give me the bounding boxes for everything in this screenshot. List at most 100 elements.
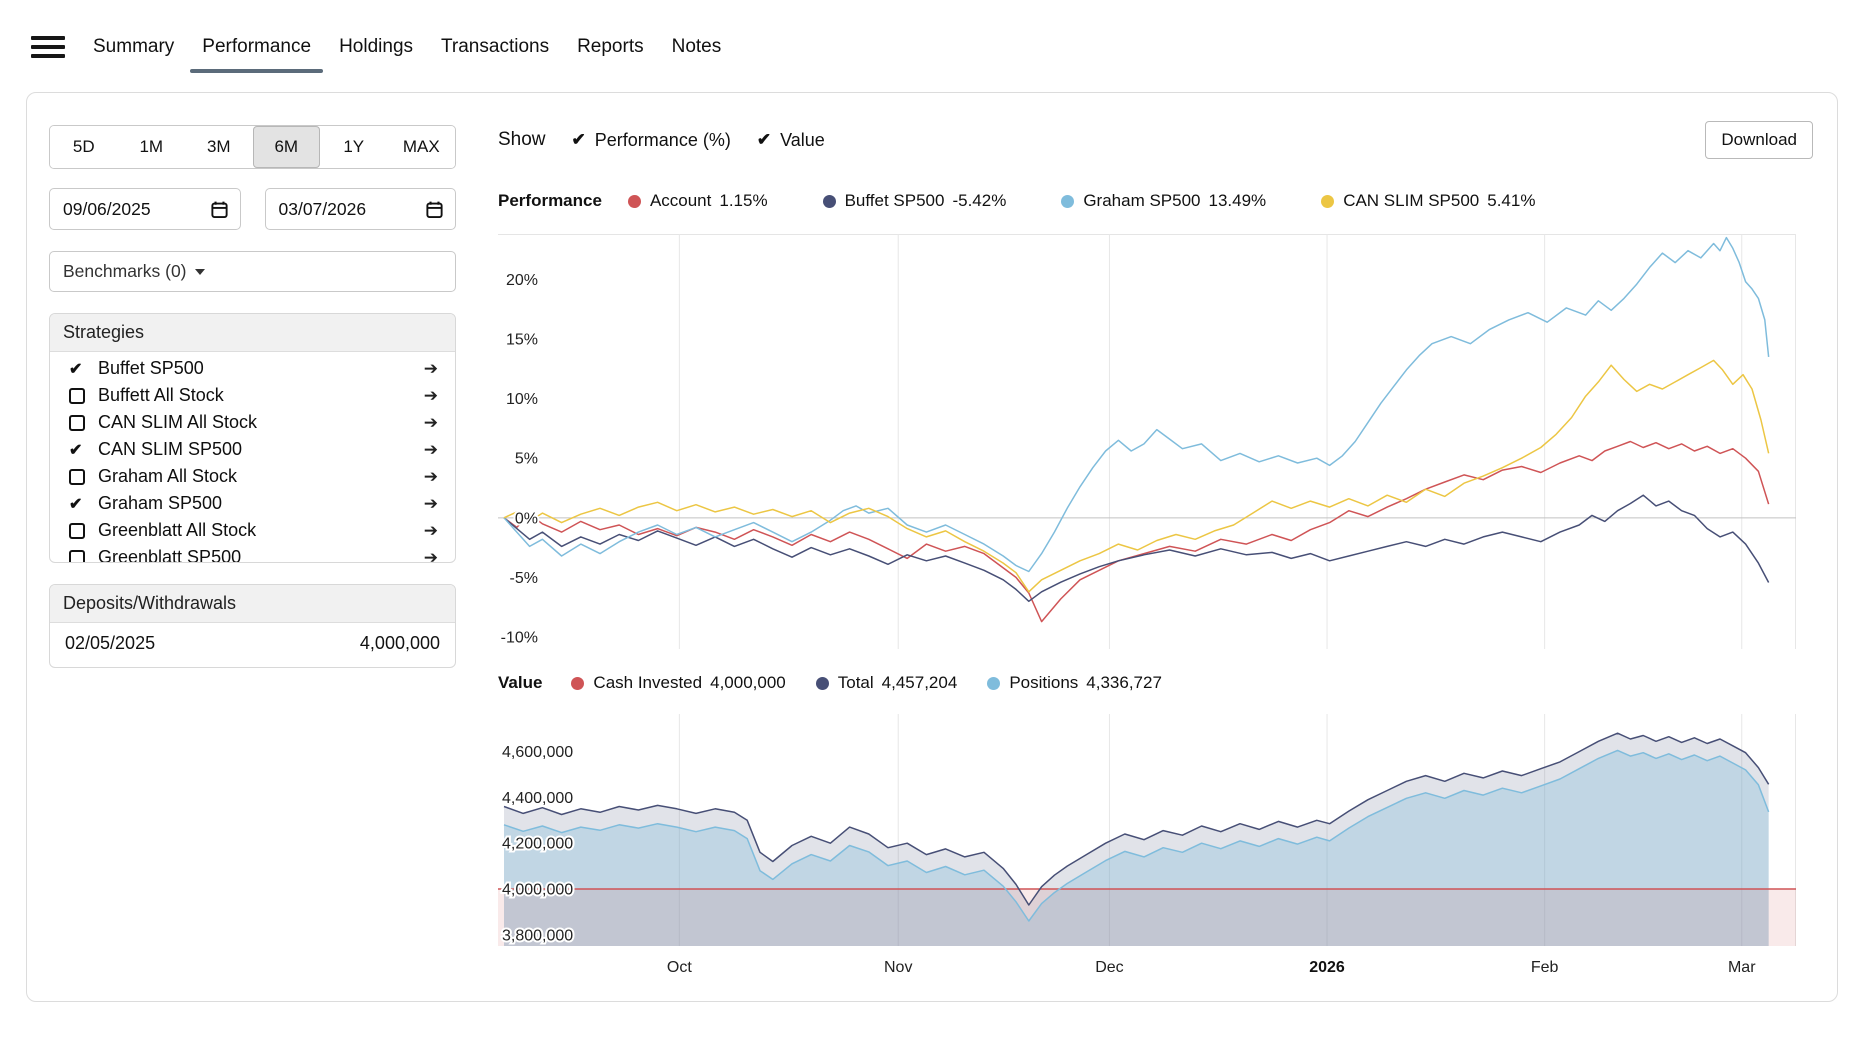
strategy-checkbox[interactable]: ✔	[69, 495, 83, 513]
show-option-performance[interactable]: ✔ Performance (%)	[572, 130, 731, 151]
strategy-row[interactable]: ✔ Graham SP500 ➔	[50, 490, 455, 517]
strategy-row[interactable]: CAN SLIM All Stock ➔	[50, 409, 455, 436]
strategy-row[interactable]: ✔ Buffet SP500 ➔	[50, 355, 455, 382]
show-option-label: Value	[780, 129, 825, 150]
legend-item-canslim-sp500[interactable]: CAN SLIM SP500 5.41%	[1321, 191, 1535, 211]
date-from-input[interactable]: 09/06/2025	[49, 188, 241, 230]
charts-main: Show ✔ Performance (%) ✔ Value Download …	[498, 115, 1815, 979]
legend-item-total[interactable]: Total 4,457,204	[815, 673, 958, 693]
range-1y-button[interactable]: 1Y	[320, 126, 388, 168]
svg-text:Feb: Feb	[1531, 959, 1559, 976]
benchmarks-label: Benchmarks (0)	[63, 261, 187, 281]
benchmarks-dropdown[interactable]: Benchmarks (0)	[49, 251, 456, 292]
deposit-date: 02/05/2025	[65, 633, 156, 653]
deposit-row: 02/05/2025 4,000,000	[50, 623, 455, 667]
strategy-checkbox[interactable]	[69, 388, 91, 404]
legend-item-account[interactable]: Account 1.15%	[627, 191, 768, 211]
check-icon: ✔	[571, 130, 586, 149]
series-dot	[571, 676, 585, 690]
svg-text:4,400,000: 4,400,000	[502, 790, 573, 807]
arrow-right-icon[interactable]: ➔	[423, 520, 438, 540]
show-option-label: Performance (%)	[594, 129, 731, 150]
strategy-label: Graham All Stock	[98, 466, 238, 486]
svg-text:5%: 5%	[515, 451, 538, 468]
legend-item-cash-invested[interactable]: Cash Invested 4,000,000	[571, 673, 786, 693]
date-to-value: 03/07/2026	[278, 198, 367, 219]
strategy-checkbox[interactable]	[69, 469, 91, 485]
legend-label: Total	[837, 673, 874, 692]
series-dot	[1061, 194, 1075, 208]
range-1m-button[interactable]: 1M	[117, 126, 185, 168]
value-chart: 4,600,000 4,400,000 4,200,000 4,000,000 3,80…	[498, 714, 1796, 976]
date-to-input[interactable]: 03/07/2026	[264, 188, 456, 230]
strategy-row[interactable]: Graham All Stock ➔	[50, 463, 455, 490]
date-range-row: 09/06/2025 03/07/2026	[49, 188, 456, 230]
range-6m-button[interactable]: 6M	[252, 126, 320, 168]
top-nav: Summary Performance Holdings Transaction…	[0, 0, 1864, 76]
strategy-row[interactable]: Greenblatt SP500 ➔	[50, 544, 455, 562]
performance-legend: Performance Account 1.15% Buffet SP500 -…	[498, 189, 1815, 213]
menu-icon[interactable]	[31, 31, 65, 63]
strategy-label: Greenblatt All Stock	[98, 520, 257, 540]
strategy-row[interactable]: ✔ CAN SLIM SP500 ➔	[50, 436, 455, 463]
strategy-checkbox[interactable]: ✔	[69, 360, 83, 378]
strategy-row[interactable]: Greenblatt All Stock ➔	[50, 517, 455, 544]
arrow-right-icon[interactable]: ➔	[423, 466, 438, 486]
content-card: 5D 1M 3M 6M 1Y MAX 09/06/2025 03/07/2026…	[26, 92, 1838, 1002]
range-3m-button[interactable]: 3M	[185, 126, 253, 168]
nav-tab-transactions[interactable]: Transactions	[441, 36, 550, 57]
range-selector: 5D 1M 3M 6M 1Y MAX	[49, 125, 456, 169]
svg-text:Dec: Dec	[1095, 959, 1123, 976]
range-5d-button[interactable]: 5D	[50, 126, 118, 168]
sidebar: 5D 1M 3M 6M 1Y MAX 09/06/2025 03/07/2026…	[49, 115, 456, 979]
date-from-value: 09/06/2025	[63, 198, 151, 219]
arrow-right-icon[interactable]: ➔	[423, 412, 438, 432]
legend-label: Positions	[1009, 673, 1079, 692]
strategy-row[interactable]: Buffett All Stock ➔	[50, 382, 455, 409]
svg-text:2026: 2026	[1309, 959, 1345, 976]
value-legend-title: Value	[498, 673, 543, 692]
legend-label: Graham SP500	[1083, 191, 1201, 210]
svg-text:Oct: Oct	[667, 959, 692, 976]
svg-text:20%: 20%	[506, 272, 538, 289]
nav-tab-notes[interactable]: Notes	[671, 36, 722, 57]
svg-text:4,200,000: 4,200,000	[502, 836, 573, 853]
series-dot	[987, 676, 1001, 690]
strategies-list[interactable]: ✔ Buffet SP500 ➔ Buffett All Stock ➔ CAN…	[50, 352, 455, 562]
arrow-right-icon[interactable]: ➔	[423, 385, 438, 405]
strategy-checkbox[interactable]	[69, 415, 91, 431]
strategy-checkbox[interactable]	[69, 523, 91, 539]
download-button[interactable]: Download	[1705, 121, 1813, 159]
show-option-value[interactable]: ✔ Value	[757, 130, 825, 151]
nav-tabs: Summary Performance Holdings Transaction…	[79, 30, 735, 73]
nav-tab-holdings[interactable]: Holdings	[339, 36, 414, 57]
strategy-label: CAN SLIM SP500	[98, 439, 243, 459]
arrow-right-icon[interactable]: ➔	[423, 547, 438, 563]
svg-text:4,000,000: 4,000,000	[502, 881, 573, 898]
arrow-right-icon[interactable]: ➔	[423, 358, 438, 378]
series-dot	[627, 194, 641, 208]
strategy-checkbox[interactable]	[69, 550, 91, 563]
svg-text:-10%: -10%	[501, 630, 538, 647]
strategy-label: Buffet SP500	[98, 358, 204, 378]
range-max-button[interactable]: MAX	[387, 126, 455, 168]
show-row: Show ✔ Performance (%) ✔ Value	[498, 123, 1815, 157]
nav-tab-summary[interactable]: Summary	[93, 36, 175, 57]
legend-value: 4,000,000	[710, 673, 786, 692]
legend-label: Account	[649, 191, 712, 210]
arrow-right-icon[interactable]: ➔	[423, 493, 438, 513]
legend-item-buffet-sp500[interactable]: Buffet SP500 -5.42%	[822, 191, 1006, 211]
legend-value: 13.49%	[1208, 191, 1267, 210]
deposits-header: Deposits/Withdrawals	[50, 585, 455, 623]
nav-tab-reports[interactable]: Reports	[577, 36, 644, 57]
svg-text:Mar: Mar	[1728, 959, 1756, 976]
nav-tab-performance[interactable]: Performance	[188, 30, 325, 73]
performance-chart: 20% 15% 10% 5% 0% -5% -10%	[498, 234, 1796, 649]
calendar-icon	[210, 201, 228, 218]
performance-legend-title: Performance	[498, 191, 602, 210]
strategy-checkbox[interactable]: ✔	[69, 441, 83, 459]
legend-item-positions[interactable]: Positions 4,336,727	[987, 673, 1162, 693]
legend-item-graham-sp500[interactable]: Graham SP500 13.49%	[1061, 191, 1266, 211]
legend-value: 4,457,204	[881, 673, 958, 692]
arrow-right-icon[interactable]: ➔	[423, 439, 438, 459]
